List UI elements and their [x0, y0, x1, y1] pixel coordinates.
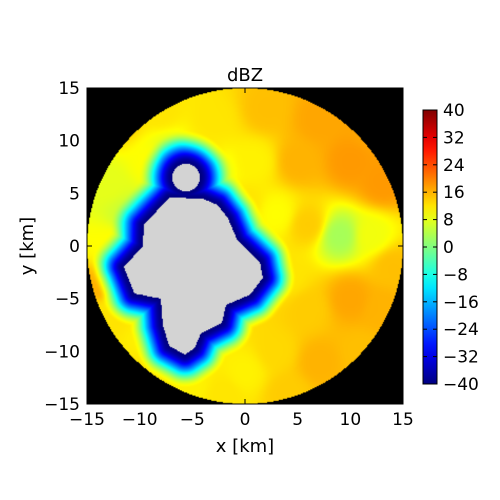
x-tick-label: 0	[240, 410, 251, 430]
y-tick-label: −10	[44, 342, 80, 362]
colorbar-tick-label: 16	[443, 183, 465, 203]
colorbar-tick-label: 0	[443, 238, 454, 258]
y-tick-label: 5	[69, 184, 80, 204]
colorbar-tick-label: 8	[443, 211, 454, 231]
colorbar-tick-label: 24	[443, 156, 465, 176]
y-tick-label: 10	[58, 132, 80, 152]
colorbar-tick-label: −24	[443, 320, 479, 340]
chart-title: dBZ	[227, 65, 263, 86]
y-tick-label: −15	[44, 395, 80, 415]
colorbar-tick-label: −8	[443, 265, 468, 285]
x-tick-label: −15	[69, 410, 105, 430]
x-tick-label: −10	[122, 410, 158, 430]
y-axis-label: y [km]	[17, 217, 38, 275]
colorbar-ticks: −40 −32 −24 −16 −8 0 8 16 24 32 40	[423, 101, 479, 395]
y-tick-label: 15	[58, 79, 80, 99]
colorbar-tick-label: −32	[443, 348, 479, 368]
plot-area	[87, 88, 403, 404]
colorbar-tick-label: −40	[443, 375, 479, 395]
y-axis-ticks: −15 −10 −5 0 5 10 15	[44, 79, 403, 415]
x-tick-label: 15	[392, 410, 414, 430]
x-axis-ticks: −15 −10 −5 0 5 10 15	[69, 88, 414, 430]
x-tick-label: −5	[180, 410, 205, 430]
x-tick-label: 10	[340, 410, 362, 430]
colorbar-tick-label: 40	[443, 101, 465, 121]
x-tick-label: 5	[292, 410, 303, 430]
y-tick-label: 0	[69, 237, 80, 257]
reflectivity-field	[87, 88, 403, 404]
colorbar-tick-label: −16	[443, 293, 479, 313]
x-axis-label: x [km]	[216, 436, 274, 457]
y-tick-label: −5	[55, 290, 80, 310]
colorbar-tick-label: 32	[443, 128, 465, 148]
